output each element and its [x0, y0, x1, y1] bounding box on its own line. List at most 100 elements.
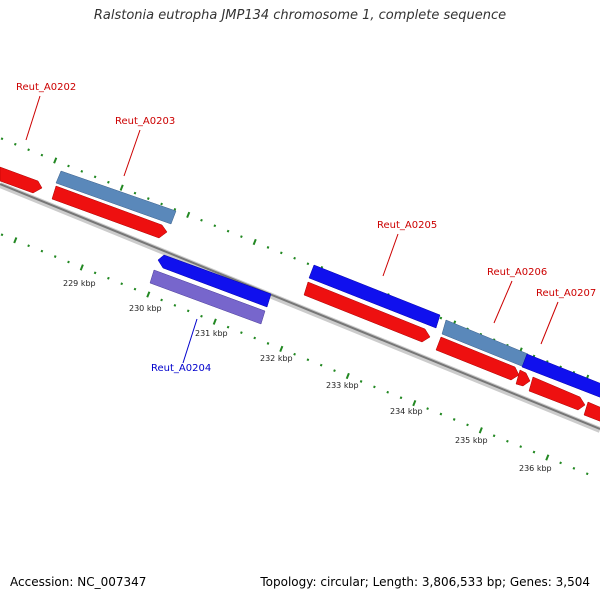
minor-tick	[146, 197, 150, 200]
cds-bar-reut-a0204[interactable]	[149, 269, 266, 325]
minor-tick	[240, 235, 243, 238]
minor-tick	[93, 271, 97, 275]
minor-tick	[107, 276, 110, 280]
minor-tick	[293, 352, 296, 356]
minor-tick	[120, 282, 124, 286]
tick-label: 232 kbp	[260, 354, 293, 363]
gene-arrow-reut-a0205[interactable]	[303, 281, 431, 343]
minor-tick	[0, 233, 4, 237]
minor-tick	[186, 309, 190, 313]
minor-tick	[160, 298, 163, 302]
minor-tick	[226, 325, 230, 329]
feature-label[interactable]: Reut_A0205	[377, 220, 437, 231]
feature-label[interactable]: Reut_A0203	[115, 116, 175, 127]
gene-arrow-reut-a0207[interactable]	[528, 376, 586, 411]
gene-arrow-reut-a0206[interactable]	[435, 336, 520, 381]
feature-label[interactable]: Reut_A0207	[536, 288, 596, 299]
tick-labels: 229 kbp 230 kbp 231 kbp 232 kbp 233 kbp …	[63, 279, 552, 473]
minor-tick	[306, 358, 310, 362]
minor-tick	[293, 256, 296, 260]
major-tick	[345, 372, 350, 380]
gene-arrow-reut-a0208[interactable]	[583, 401, 600, 422]
topology-text: Topology: circular; Length: 3,806,533 bp…	[260, 575, 590, 589]
minor-tick	[173, 208, 177, 211]
cds-bar-reut-a0207-upper[interactable]	[521, 353, 600, 398]
minor-tick	[306, 262, 310, 266]
minor-tick	[253, 336, 257, 340]
gene-arrow-reut-a0202[interactable]	[0, 166, 43, 194]
lower-tick-track	[0, 233, 589, 476]
minor-tick	[532, 450, 536, 454]
minor-tick	[439, 316, 443, 320]
minor-tick	[506, 439, 509, 443]
minor-tick	[226, 229, 230, 233]
minor-tick	[160, 202, 163, 206]
major-tick	[545, 454, 550, 461]
major-tick	[412, 400, 417, 407]
backbone	[0, 182, 600, 433]
tick-label: 233 kbp	[326, 381, 359, 390]
minor-tick	[519, 445, 523, 448]
gene-arrow-reut-a0204[interactable]	[157, 254, 272, 308]
minor-tick	[0, 137, 4, 141]
tick-label: 235 kbp	[455, 436, 488, 445]
minor-tick	[53, 255, 57, 258]
upper-tick-track	[0, 137, 590, 381]
minor-tick	[466, 423, 469, 427]
minor-tick	[133, 191, 137, 195]
minor-tick	[240, 331, 243, 334]
minor-tick	[559, 461, 562, 465]
minor-tick	[319, 363, 323, 367]
tick-label: 234 kbp	[390, 407, 423, 416]
minor-tick	[359, 380, 363, 383]
minor-tick	[426, 407, 429, 410]
feature-label[interactable]: Reut_A0206	[487, 267, 547, 278]
minor-tick	[27, 148, 30, 152]
cds-bar-reut-a0205-upper[interactable]	[308, 264, 441, 329]
accession-text: Accession: NC_007347	[10, 575, 147, 589]
minor-tick	[173, 304, 177, 307]
minor-tick	[27, 244, 30, 248]
minor-tick	[93, 175, 97, 179]
minor-tick	[67, 164, 70, 168]
feature-label[interactable]: Reut_A0202	[16, 82, 76, 93]
minor-tick	[67, 260, 70, 264]
minor-tick	[585, 472, 589, 476]
minor-tick	[200, 314, 203, 318]
minor-tick	[279, 251, 283, 255]
minor-tick	[373, 385, 376, 389]
tick-label: 229 kbp	[63, 279, 96, 288]
minor-tick	[492, 434, 496, 438]
minor-tick	[333, 369, 336, 372]
minor-tick	[439, 412, 443, 416]
minor-tick	[266, 342, 270, 345]
feature-label[interactable]: Reut_A0204	[151, 363, 211, 374]
tick-label: 231 kbp	[195, 329, 228, 338]
minor-tick	[452, 418, 456, 421]
major-tick	[146, 291, 151, 298]
major-tick	[186, 211, 191, 218]
cds-bar-reut-a0203-upper[interactable]	[55, 170, 177, 225]
tick-label: 236 kbp	[519, 464, 552, 473]
major-tick	[279, 345, 284, 352]
feature-bars	[0, 166, 600, 422]
gene-arrow-reut-a0206b[interactable]	[515, 369, 531, 387]
minor-tick	[133, 287, 137, 291]
major-tick	[79, 264, 84, 271]
minor-tick	[13, 142, 17, 146]
tick-label: 230 kbp	[129, 304, 162, 313]
major-tick	[252, 238, 257, 246]
minor-tick	[399, 396, 403, 400]
major-tick	[212, 318, 217, 325]
major-tick	[53, 157, 58, 164]
gene-arrow-reut-a0203[interactable]	[51, 185, 168, 239]
label-leaders	[25, 95, 559, 364]
major-tick	[13, 237, 18, 244]
map-title: Ralstonia eutropha JMP134 chromosome 1, …	[93, 8, 507, 23]
minor-tick	[107, 180, 110, 184]
major-tick	[478, 427, 483, 434]
minor-tick	[200, 218, 203, 222]
minor-tick	[80, 170, 84, 173]
minor-tick	[213, 224, 217, 228]
